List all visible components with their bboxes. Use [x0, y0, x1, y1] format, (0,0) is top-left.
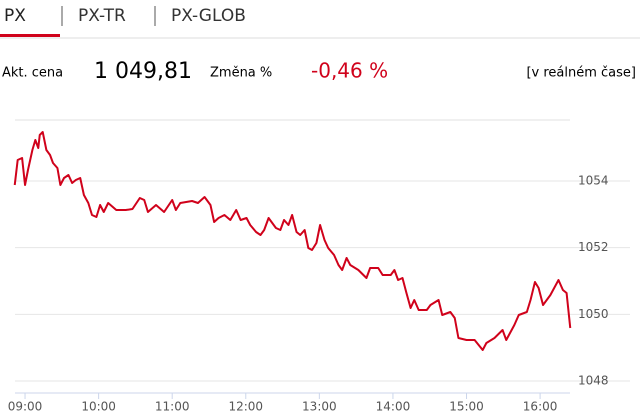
- change: -0,46 %: [311, 59, 388, 83]
- y-tick-label: 1052: [578, 240, 609, 254]
- y-tick-label: 1054: [578, 174, 609, 188]
- y-tick-label: 1048: [578, 374, 609, 388]
- x-tick-label: 13:00: [302, 400, 337, 414]
- tab[interactable]: PX-TR: [78, 6, 126, 26]
- tab-active[interactable]: PX: [4, 6, 26, 26]
- x-tick-label: 16:00: [523, 400, 558, 414]
- x-tick-label: 10:00: [81, 400, 116, 414]
- price-line: [13, 131, 572, 351]
- price-label: Akt. cena: [2, 66, 63, 81]
- price: 1 049,81: [94, 59, 192, 84]
- y-tick-label: 1050: [578, 307, 609, 321]
- tab[interactable]: PX-GLOB: [171, 6, 246, 26]
- tab-underline: [0, 34, 60, 37]
- x-tick-label: 15:00: [449, 400, 484, 414]
- change-label: Změna %: [210, 66, 272, 81]
- x-tick-label: 11:00: [155, 400, 190, 414]
- x-tick-label: 09:00: [8, 400, 43, 414]
- x-tick-label: 14:00: [376, 400, 411, 414]
- mode: [v reálném čase]: [526, 66, 636, 81]
- x-tick-label: 12:00: [228, 400, 263, 414]
